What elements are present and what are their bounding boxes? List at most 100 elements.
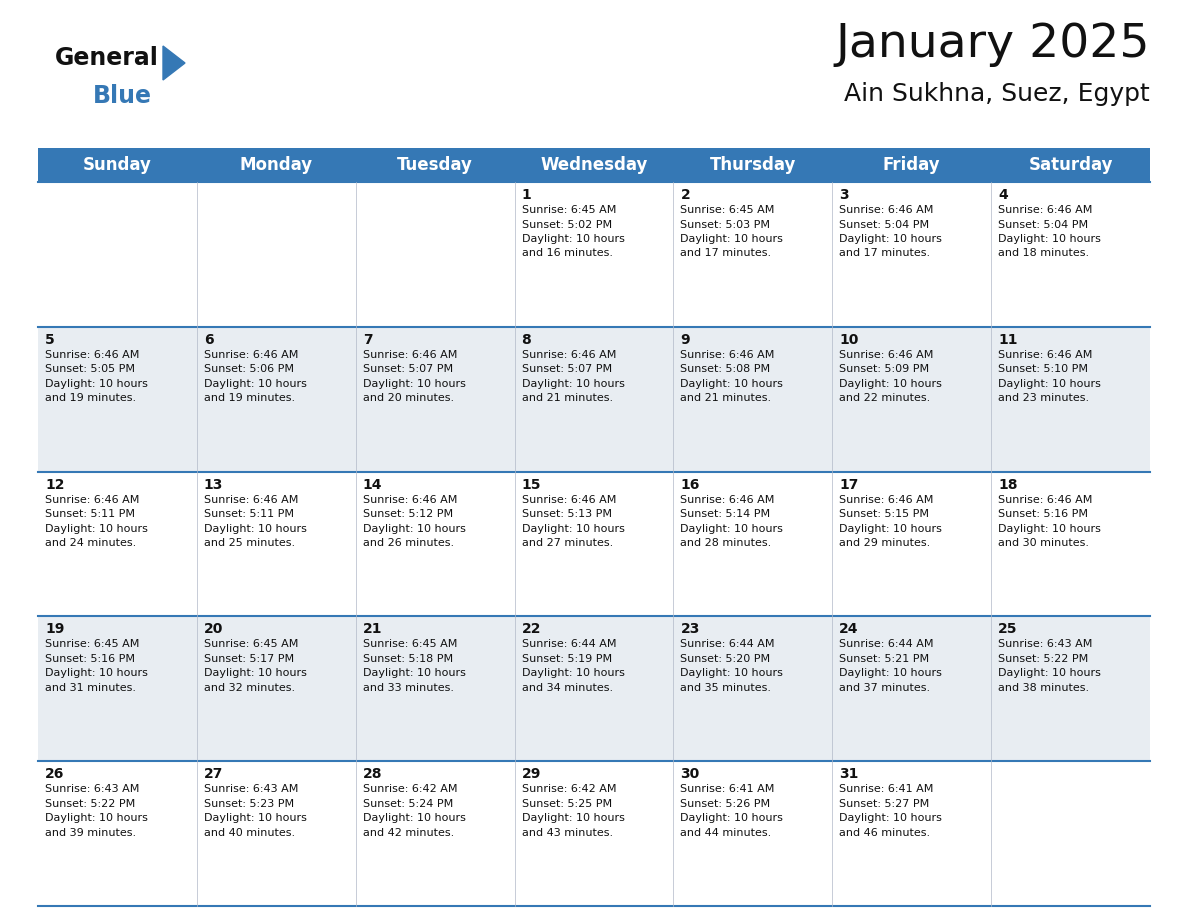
- Bar: [38, 472, 1150, 616]
- Text: Sunset: 5:09 PM: Sunset: 5:09 PM: [839, 364, 929, 375]
- Text: and 24 minutes.: and 24 minutes.: [45, 538, 137, 548]
- Text: Sunrise: 6:46 AM: Sunrise: 6:46 AM: [839, 205, 934, 215]
- Text: Sunset: 5:23 PM: Sunset: 5:23 PM: [204, 799, 293, 809]
- Text: 28: 28: [362, 767, 383, 781]
- Text: Sunrise: 6:45 AM: Sunrise: 6:45 AM: [362, 640, 457, 649]
- Text: Sunset: 5:11 PM: Sunset: 5:11 PM: [204, 509, 293, 519]
- Text: Daylight: 10 hours: Daylight: 10 hours: [681, 668, 783, 678]
- Text: Daylight: 10 hours: Daylight: 10 hours: [681, 234, 783, 244]
- Text: Daylight: 10 hours: Daylight: 10 hours: [45, 668, 147, 678]
- Text: Sunrise: 6:46 AM: Sunrise: 6:46 AM: [998, 350, 1093, 360]
- Text: Sunrise: 6:43 AM: Sunrise: 6:43 AM: [998, 640, 1093, 649]
- Bar: [38, 761, 1150, 906]
- Text: Sunrise: 6:46 AM: Sunrise: 6:46 AM: [204, 350, 298, 360]
- Text: Sunset: 5:03 PM: Sunset: 5:03 PM: [681, 219, 771, 230]
- Text: Sunrise: 6:45 AM: Sunrise: 6:45 AM: [45, 640, 139, 649]
- Text: Sunrise: 6:46 AM: Sunrise: 6:46 AM: [839, 350, 934, 360]
- Text: Sunset: 5:10 PM: Sunset: 5:10 PM: [998, 364, 1088, 375]
- Text: Sunday: Sunday: [83, 156, 152, 174]
- Text: and 34 minutes.: and 34 minutes.: [522, 683, 613, 693]
- Bar: [38, 182, 1150, 327]
- Text: 10: 10: [839, 333, 859, 347]
- Bar: [38, 148, 1150, 182]
- Text: Sunset: 5:22 PM: Sunset: 5:22 PM: [45, 799, 135, 809]
- Text: Sunrise: 6:46 AM: Sunrise: 6:46 AM: [522, 495, 615, 505]
- Text: Daylight: 10 hours: Daylight: 10 hours: [522, 523, 625, 533]
- Text: Sunset: 5:11 PM: Sunset: 5:11 PM: [45, 509, 135, 519]
- Text: Sunset: 5:24 PM: Sunset: 5:24 PM: [362, 799, 453, 809]
- Text: Daylight: 10 hours: Daylight: 10 hours: [204, 668, 307, 678]
- Text: Daylight: 10 hours: Daylight: 10 hours: [681, 813, 783, 823]
- Text: Sunset: 5:19 PM: Sunset: 5:19 PM: [522, 654, 612, 664]
- Text: Sunset: 5:21 PM: Sunset: 5:21 PM: [839, 654, 929, 664]
- Text: 14: 14: [362, 477, 383, 492]
- Text: Daylight: 10 hours: Daylight: 10 hours: [204, 379, 307, 389]
- Text: 12: 12: [45, 477, 64, 492]
- Text: and 33 minutes.: and 33 minutes.: [362, 683, 454, 693]
- Text: Sunset: 5:04 PM: Sunset: 5:04 PM: [998, 219, 1088, 230]
- Text: Sunrise: 6:41 AM: Sunrise: 6:41 AM: [681, 784, 775, 794]
- Text: Sunset: 5:26 PM: Sunset: 5:26 PM: [681, 799, 771, 809]
- Text: and 39 minutes.: and 39 minutes.: [45, 828, 137, 838]
- Text: and 30 minutes.: and 30 minutes.: [998, 538, 1089, 548]
- Text: and 37 minutes.: and 37 minutes.: [839, 683, 930, 693]
- Text: and 17 minutes.: and 17 minutes.: [681, 249, 771, 259]
- Text: 30: 30: [681, 767, 700, 781]
- Text: 19: 19: [45, 622, 64, 636]
- Text: Sunset: 5:12 PM: Sunset: 5:12 PM: [362, 509, 453, 519]
- Text: Daylight: 10 hours: Daylight: 10 hours: [204, 523, 307, 533]
- Text: Daylight: 10 hours: Daylight: 10 hours: [45, 379, 147, 389]
- Text: Daylight: 10 hours: Daylight: 10 hours: [839, 668, 942, 678]
- Text: Sunrise: 6:44 AM: Sunrise: 6:44 AM: [839, 640, 934, 649]
- Text: Ain Sukhna, Suez, Egypt: Ain Sukhna, Suez, Egypt: [845, 82, 1150, 106]
- Text: Thursday: Thursday: [709, 156, 796, 174]
- Text: Sunrise: 6:46 AM: Sunrise: 6:46 AM: [681, 350, 775, 360]
- Text: and 19 minutes.: and 19 minutes.: [204, 393, 295, 403]
- Text: Daylight: 10 hours: Daylight: 10 hours: [362, 523, 466, 533]
- Text: and 19 minutes.: and 19 minutes.: [45, 393, 137, 403]
- Text: Sunrise: 6:46 AM: Sunrise: 6:46 AM: [362, 495, 457, 505]
- Text: and 27 minutes.: and 27 minutes.: [522, 538, 613, 548]
- Text: Daylight: 10 hours: Daylight: 10 hours: [839, 379, 942, 389]
- Text: Sunrise: 6:41 AM: Sunrise: 6:41 AM: [839, 784, 934, 794]
- Text: and 29 minutes.: and 29 minutes.: [839, 538, 930, 548]
- Text: Daylight: 10 hours: Daylight: 10 hours: [362, 379, 466, 389]
- Text: and 23 minutes.: and 23 minutes.: [998, 393, 1089, 403]
- Text: Sunrise: 6:46 AM: Sunrise: 6:46 AM: [522, 350, 615, 360]
- Text: and 32 minutes.: and 32 minutes.: [204, 683, 295, 693]
- Text: and 20 minutes.: and 20 minutes.: [362, 393, 454, 403]
- Text: Daylight: 10 hours: Daylight: 10 hours: [839, 523, 942, 533]
- Text: and 22 minutes.: and 22 minutes.: [839, 393, 930, 403]
- Text: 27: 27: [204, 767, 223, 781]
- Text: Daylight: 10 hours: Daylight: 10 hours: [522, 813, 625, 823]
- Text: Sunset: 5:25 PM: Sunset: 5:25 PM: [522, 799, 612, 809]
- Text: Daylight: 10 hours: Daylight: 10 hours: [681, 523, 783, 533]
- Text: 3: 3: [839, 188, 849, 202]
- Text: 23: 23: [681, 622, 700, 636]
- Text: Daylight: 10 hours: Daylight: 10 hours: [522, 668, 625, 678]
- Bar: [38, 327, 1150, 472]
- Text: January 2025: January 2025: [835, 22, 1150, 67]
- Text: Sunset: 5:08 PM: Sunset: 5:08 PM: [681, 364, 771, 375]
- Text: Tuesday: Tuesday: [397, 156, 473, 174]
- Bar: [38, 616, 1150, 761]
- Text: 4: 4: [998, 188, 1007, 202]
- Text: Sunrise: 6:43 AM: Sunrise: 6:43 AM: [45, 784, 139, 794]
- Text: 20: 20: [204, 622, 223, 636]
- Text: Sunset: 5:07 PM: Sunset: 5:07 PM: [362, 364, 453, 375]
- Text: and 25 minutes.: and 25 minutes.: [204, 538, 295, 548]
- Text: Daylight: 10 hours: Daylight: 10 hours: [998, 523, 1101, 533]
- Text: Sunrise: 6:46 AM: Sunrise: 6:46 AM: [362, 350, 457, 360]
- Text: Saturday: Saturday: [1029, 156, 1113, 174]
- Text: Friday: Friday: [883, 156, 941, 174]
- Text: 2: 2: [681, 188, 690, 202]
- Text: Sunset: 5:15 PM: Sunset: 5:15 PM: [839, 509, 929, 519]
- Text: 24: 24: [839, 622, 859, 636]
- Text: Wednesday: Wednesday: [541, 156, 647, 174]
- Text: and 26 minutes.: and 26 minutes.: [362, 538, 454, 548]
- Text: 18: 18: [998, 477, 1018, 492]
- Text: and 35 minutes.: and 35 minutes.: [681, 683, 771, 693]
- Text: 9: 9: [681, 333, 690, 347]
- Text: Sunrise: 6:46 AM: Sunrise: 6:46 AM: [998, 495, 1093, 505]
- Text: and 17 minutes.: and 17 minutes.: [839, 249, 930, 259]
